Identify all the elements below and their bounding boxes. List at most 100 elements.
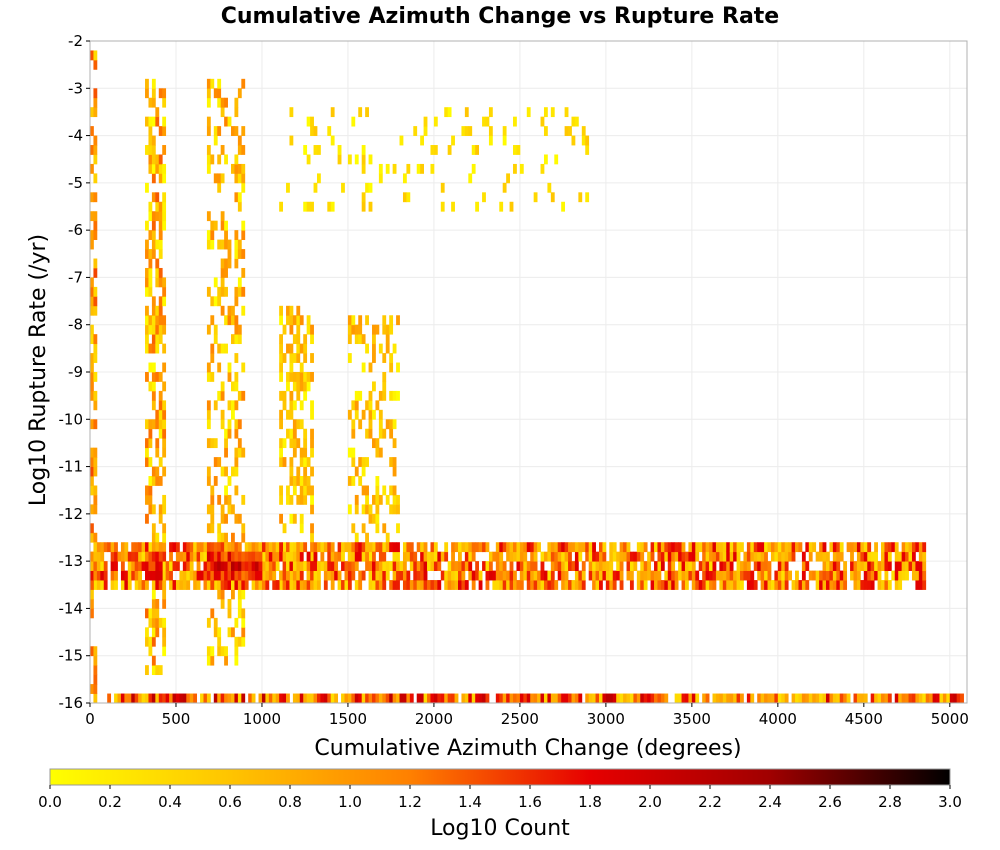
heatmap-cell — [420, 551, 424, 562]
heatmap-cell — [750, 551, 755, 562]
heatmap-cell — [334, 561, 339, 571]
heatmap-cell — [495, 551, 500, 562]
heatmap-cell — [451, 693, 455, 703]
heatmap-cell — [265, 561, 270, 571]
heatmap-cell — [433, 693, 438, 703]
heatmap-cell — [722, 693, 727, 703]
heatmap-cell — [774, 551, 779, 562]
heatmap-cell — [495, 580, 500, 590]
heatmap-cell — [90, 334, 94, 345]
heatmap-cell — [640, 570, 645, 581]
heatmap-cell — [296, 343, 301, 354]
heatmap-cell — [158, 409, 163, 420]
heatmap-cell — [499, 570, 504, 581]
heatmap-cell — [251, 693, 256, 703]
heatmap-cell — [316, 145, 321, 155]
heatmap-cell — [657, 570, 662, 581]
heatmap-cell — [733, 551, 737, 562]
heatmap-cell — [688, 542, 693, 553]
heatmap-cell — [798, 580, 803, 590]
heatmap-cell — [444, 542, 449, 553]
heatmap-cell — [334, 693, 339, 703]
heatmap-cell — [151, 220, 156, 231]
heatmap-cell — [289, 400, 294, 411]
heatmap-cell — [289, 542, 294, 553]
heatmap-cell — [206, 78, 211, 89]
heatmap-cell — [169, 551, 173, 562]
heatmap-cell — [375, 542, 380, 553]
heatmap-cell — [753, 580, 758, 590]
heatmap-cell — [946, 693, 951, 703]
heatmap-cell — [224, 116, 228, 127]
heatmap-cell — [206, 561, 211, 571]
heatmap-cell — [554, 551, 559, 562]
heatmap-cell — [237, 438, 242, 449]
heatmap-cell — [540, 693, 545, 703]
heatmap-cell — [234, 107, 239, 118]
heatmap-cell — [822, 570, 827, 581]
heatmap-cell — [134, 561, 139, 571]
heatmap-cell — [175, 542, 180, 553]
heatmap-cell — [760, 570, 765, 581]
heatmap-cell — [688, 570, 693, 581]
heatmap-cell — [798, 542, 803, 553]
heatmap-cell — [234, 561, 239, 571]
heatmap-cell — [750, 542, 755, 553]
heatmap-cell — [296, 466, 301, 477]
heatmap-cell — [213, 173, 218, 184]
heatmap-cell — [719, 561, 724, 571]
heatmap-cell — [856, 561, 861, 571]
heatmap-cell — [347, 409, 352, 420]
heatmap-cell — [351, 457, 356, 467]
heatmap-cell — [241, 286, 246, 297]
heatmap-cell — [93, 220, 98, 231]
heatmap-cell — [286, 409, 290, 420]
heatmap-cell — [337, 580, 342, 590]
heatmap-cell — [162, 580, 167, 590]
heatmap-cell — [303, 580, 308, 590]
heatmap-cell — [537, 693, 541, 703]
heatmap-cell — [402, 580, 407, 590]
heatmap-cell — [158, 561, 163, 571]
heatmap-cell — [220, 598, 225, 609]
heatmap-cell — [210, 438, 215, 449]
heatmap-cell — [127, 561, 132, 571]
heatmap-cell — [385, 163, 390, 174]
heatmap-cell — [354, 693, 359, 703]
heatmap-cell — [296, 438, 301, 449]
heatmap-cell — [578, 192, 583, 203]
heatmap-cell — [210, 315, 215, 326]
heatmap-cell — [306, 580, 311, 590]
heatmap-cell — [292, 400, 297, 411]
heatmap-cell — [550, 570, 555, 581]
heatmap-cell — [310, 201, 314, 212]
heatmap-cell — [550, 551, 555, 562]
heatmap-cell — [354, 324, 359, 335]
heatmap-cell — [860, 693, 865, 703]
heatmap-cell — [629, 570, 634, 581]
heatmap-cell — [296, 570, 301, 581]
heatmap-cell — [523, 561, 528, 571]
heatmap-cell — [691, 580, 696, 590]
heatmap-cell — [736, 561, 741, 571]
heatmap-cell — [151, 636, 156, 647]
heatmap-cell — [323, 580, 328, 590]
heatmap-cell — [158, 305, 163, 316]
heatmap-cell — [825, 561, 830, 571]
heatmap-cell — [526, 693, 531, 703]
heatmap-cell — [681, 693, 686, 703]
heatmap-cell — [918, 570, 923, 581]
heatmap-cell — [674, 551, 679, 562]
heatmap-cell — [237, 636, 242, 647]
heatmap-cell — [867, 542, 872, 553]
heatmap-cell — [396, 390, 400, 401]
heatmap-cell — [224, 561, 228, 571]
heatmap-cell — [702, 580, 707, 590]
heatmap-cell — [158, 324, 163, 335]
heatmap-cell — [777, 551, 782, 562]
heatmap-cell — [282, 438, 287, 449]
heatmap-cell — [213, 334, 218, 345]
heatmap-cell — [107, 693, 112, 703]
heatmap-cell — [506, 693, 510, 703]
heatmap-cell — [543, 154, 548, 165]
